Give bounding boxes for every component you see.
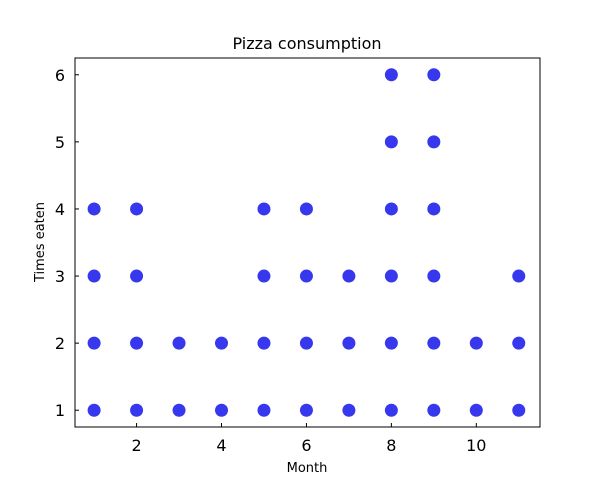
scatter-point [87, 202, 101, 216]
scatter-point [469, 336, 483, 350]
scatter-point [427, 269, 441, 283]
y-tick-label: 3 [55, 267, 65, 286]
y-tick-label: 1 [55, 401, 65, 420]
scatter-point [172, 403, 186, 417]
x-tick-label: 2 [131, 436, 141, 455]
scatter-point [130, 336, 144, 350]
scatter-point [342, 403, 356, 417]
x-axis-label: Month [287, 461, 328, 476]
scatter-point [130, 202, 144, 216]
scatter-point [87, 403, 101, 417]
x-tick-label: 6 [301, 436, 311, 455]
scatter-point [87, 336, 101, 350]
scatter-point [427, 135, 441, 149]
scatter-point [384, 135, 398, 149]
y-axis-label: Times eaten [33, 202, 48, 283]
scatter-point [469, 403, 483, 417]
scatter-point [257, 269, 271, 283]
scatter-point [384, 403, 398, 417]
scatter-point [384, 68, 398, 82]
data-points [87, 68, 526, 417]
scatter-point [427, 202, 441, 216]
scatter-point [215, 336, 229, 350]
x-tick-label: 10 [466, 436, 486, 455]
chart-title: Pizza consumption [232, 34, 381, 53]
x-tick-label: 8 [386, 436, 396, 455]
scatter-point [130, 403, 144, 417]
scatter-point [87, 269, 101, 283]
scatter-point [342, 336, 356, 350]
scatter-point [512, 336, 526, 350]
scatter-point [299, 269, 313, 283]
scatter-point [512, 403, 526, 417]
scatter-point [427, 403, 441, 417]
y-axis-ticks: 1 2 3 4 5 6 [55, 66, 79, 420]
y-tick-label: 6 [55, 66, 65, 85]
x-tick-label: 4 [216, 436, 226, 455]
scatter-point [427, 68, 441, 82]
y-tick-label: 4 [55, 200, 65, 219]
scatter-point [512, 269, 526, 283]
scatter-point [257, 336, 271, 350]
scatter-point [299, 403, 313, 417]
scatter-point [172, 336, 186, 350]
scatter-point [130, 269, 144, 283]
scatter-point [342, 269, 356, 283]
plot-area [74, 57, 541, 428]
scatter-point [257, 403, 271, 417]
scatter-point [427, 336, 441, 350]
scatter-point [299, 336, 313, 350]
scatter-point [257, 202, 271, 216]
x-axis-ticks: 2 4 6 8 10 [131, 423, 486, 455]
y-tick-label: 5 [55, 133, 65, 152]
scatter-point [384, 202, 398, 216]
y-tick-label: 2 [55, 334, 65, 353]
scatter-point [384, 269, 398, 283]
scatter-point [384, 336, 398, 350]
scatter-point [299, 202, 313, 216]
scatter-point [215, 403, 229, 417]
